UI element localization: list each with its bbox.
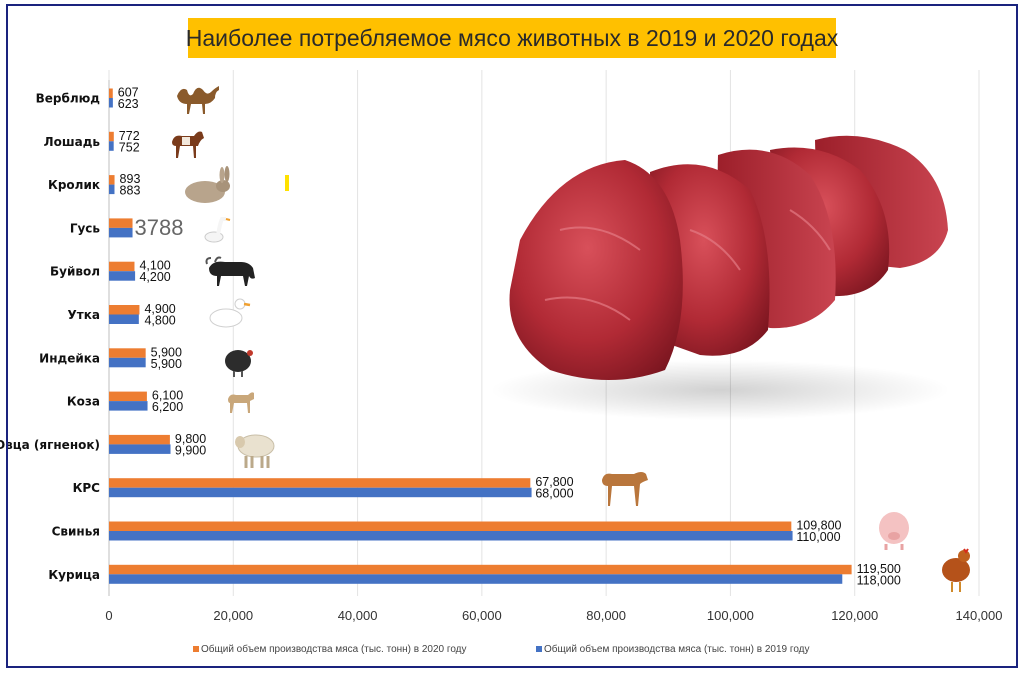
- bars: [109, 88, 852, 584]
- calf-icon: [602, 472, 648, 506]
- bar-2020: [109, 391, 147, 402]
- category-label: Коза: [67, 395, 100, 409]
- bar-2019: [109, 271, 136, 281]
- goat-icon: [228, 392, 254, 413]
- data-label-2020: 5,900: [151, 345, 182, 359]
- x-tick-label: 0: [105, 608, 112, 623]
- data-label-2020: 607: [118, 86, 139, 100]
- data-label-2020: 3788: [135, 215, 184, 240]
- rabbit-icon: [185, 166, 230, 203]
- category-label: Овца (ягненок): [0, 438, 100, 452]
- bar-2020: [109, 434, 170, 445]
- legend-label-2020: Общий объем производства мяса (тыс. тонн…: [201, 643, 467, 655]
- x-tick-label: 140,000: [956, 608, 1003, 623]
- data-label-2019: 6,200: [152, 400, 183, 414]
- duck-icon: [209, 298, 251, 328]
- bar-2019: [109, 98, 113, 108]
- data-label-2019: 110,000: [796, 530, 840, 544]
- category-label: Кролик: [48, 178, 100, 192]
- bar-2019: [109, 401, 148, 411]
- yellow-marker: [285, 175, 289, 191]
- legend-label-2019: Общий объем производства мяса (тыс. тонн…: [544, 643, 810, 655]
- turkey-icon: [225, 350, 253, 377]
- bar-2019: [109, 314, 139, 324]
- data-label-2019: 4,800: [144, 314, 175, 328]
- data-label-2019: 5,900: [151, 357, 182, 371]
- x-tick-label: 60,000: [462, 608, 502, 623]
- data-label-2020: 67,800: [535, 475, 573, 489]
- x-tick-label: 40,000: [338, 608, 378, 623]
- pig-icon: [879, 512, 909, 550]
- category-label: Индейка: [39, 351, 100, 365]
- data-label-2019: 68,000: [535, 487, 573, 501]
- data-label-2020: 6,100: [152, 389, 183, 403]
- category-label: Гусь: [70, 221, 101, 235]
- bar-2020: [109, 175, 115, 185]
- goose-icon: [204, 217, 231, 243]
- bar-2020: [109, 348, 146, 358]
- bar-2019: [109, 531, 793, 541]
- category-label: Утка: [68, 308, 100, 322]
- buffalo-icon: [205, 256, 255, 286]
- data-label-2020: 4,100: [139, 259, 170, 273]
- category-label: Верблюд: [36, 92, 101, 106]
- x-tick-label: 120,000: [831, 608, 878, 623]
- data-label-2019: 883: [120, 184, 141, 198]
- legend: Общий объем производства мяса (тыс. тонн…: [193, 643, 810, 655]
- sheep-icon: [235, 434, 275, 468]
- data-label-2020: 4,900: [144, 302, 175, 316]
- bar-2020: [109, 131, 114, 142]
- legend-swatch-2019: [536, 646, 542, 652]
- data-label-2019: 623: [118, 97, 139, 111]
- camel-icon: [177, 86, 219, 114]
- category-label: Курица: [48, 568, 100, 582]
- data-label-2019: 4,200: [139, 270, 170, 284]
- category-label: Буйвол: [50, 265, 100, 279]
- bar-2020: [109, 88, 113, 98]
- bar-2020: [109, 521, 792, 531]
- bar-2019: [109, 141, 114, 151]
- horse-icon: [172, 131, 204, 158]
- data-label-2019: 9,900: [175, 443, 206, 457]
- chart-title: Наиболее потребляемое мясо животных в 20…: [185, 24, 839, 51]
- chart-title-box: Наиболее потребляемое мясо животных в 20…: [185, 18, 839, 58]
- bar-2019: [109, 357, 146, 368]
- x-tick-label: 80,000: [586, 608, 626, 623]
- chicken-icon: [942, 548, 970, 592]
- bar-2020: [109, 261, 135, 272]
- category-label: Свинья: [52, 525, 100, 539]
- bar-2020: [109, 478, 531, 488]
- category-label: Лошадь: [44, 135, 101, 149]
- bar-2020: [109, 218, 133, 228]
- bar-2019: [109, 184, 115, 195]
- bar-2020: [109, 564, 852, 575]
- category-label: КРС: [73, 481, 101, 495]
- bar-2019: [109, 487, 532, 498]
- bar-2020: [109, 305, 140, 315]
- bar-2019: [109, 227, 133, 238]
- data-label-2020: 119,500: [857, 562, 901, 576]
- data-label-2020: 893: [120, 172, 141, 186]
- data-label-2020: 109,800: [796, 519, 841, 533]
- category-labels: Верблюд Лошадь Кролик Гусь Буйвол Утка Индейка…: [0, 92, 100, 582]
- x-tick-label: 20,000: [213, 608, 253, 623]
- raw-meat-photo: [490, 135, 950, 420]
- bar-2019: [109, 574, 843, 584]
- legend-swatch-2020: [193, 646, 199, 652]
- bar-2019: [109, 444, 171, 454]
- animal-icons: [172, 86, 970, 592]
- data-label-2020: 772: [119, 129, 140, 143]
- data-label-2019: 752: [119, 140, 140, 154]
- data-label-2019: 118,000: [857, 573, 901, 587]
- data-label-2020: 9,800: [175, 432, 206, 446]
- x-axis-ticks: 0 20,000 40,000 60,000 80,000 100,000 120,000 1…: [105, 608, 1002, 623]
- x-tick-label: 100,000: [707, 608, 754, 623]
